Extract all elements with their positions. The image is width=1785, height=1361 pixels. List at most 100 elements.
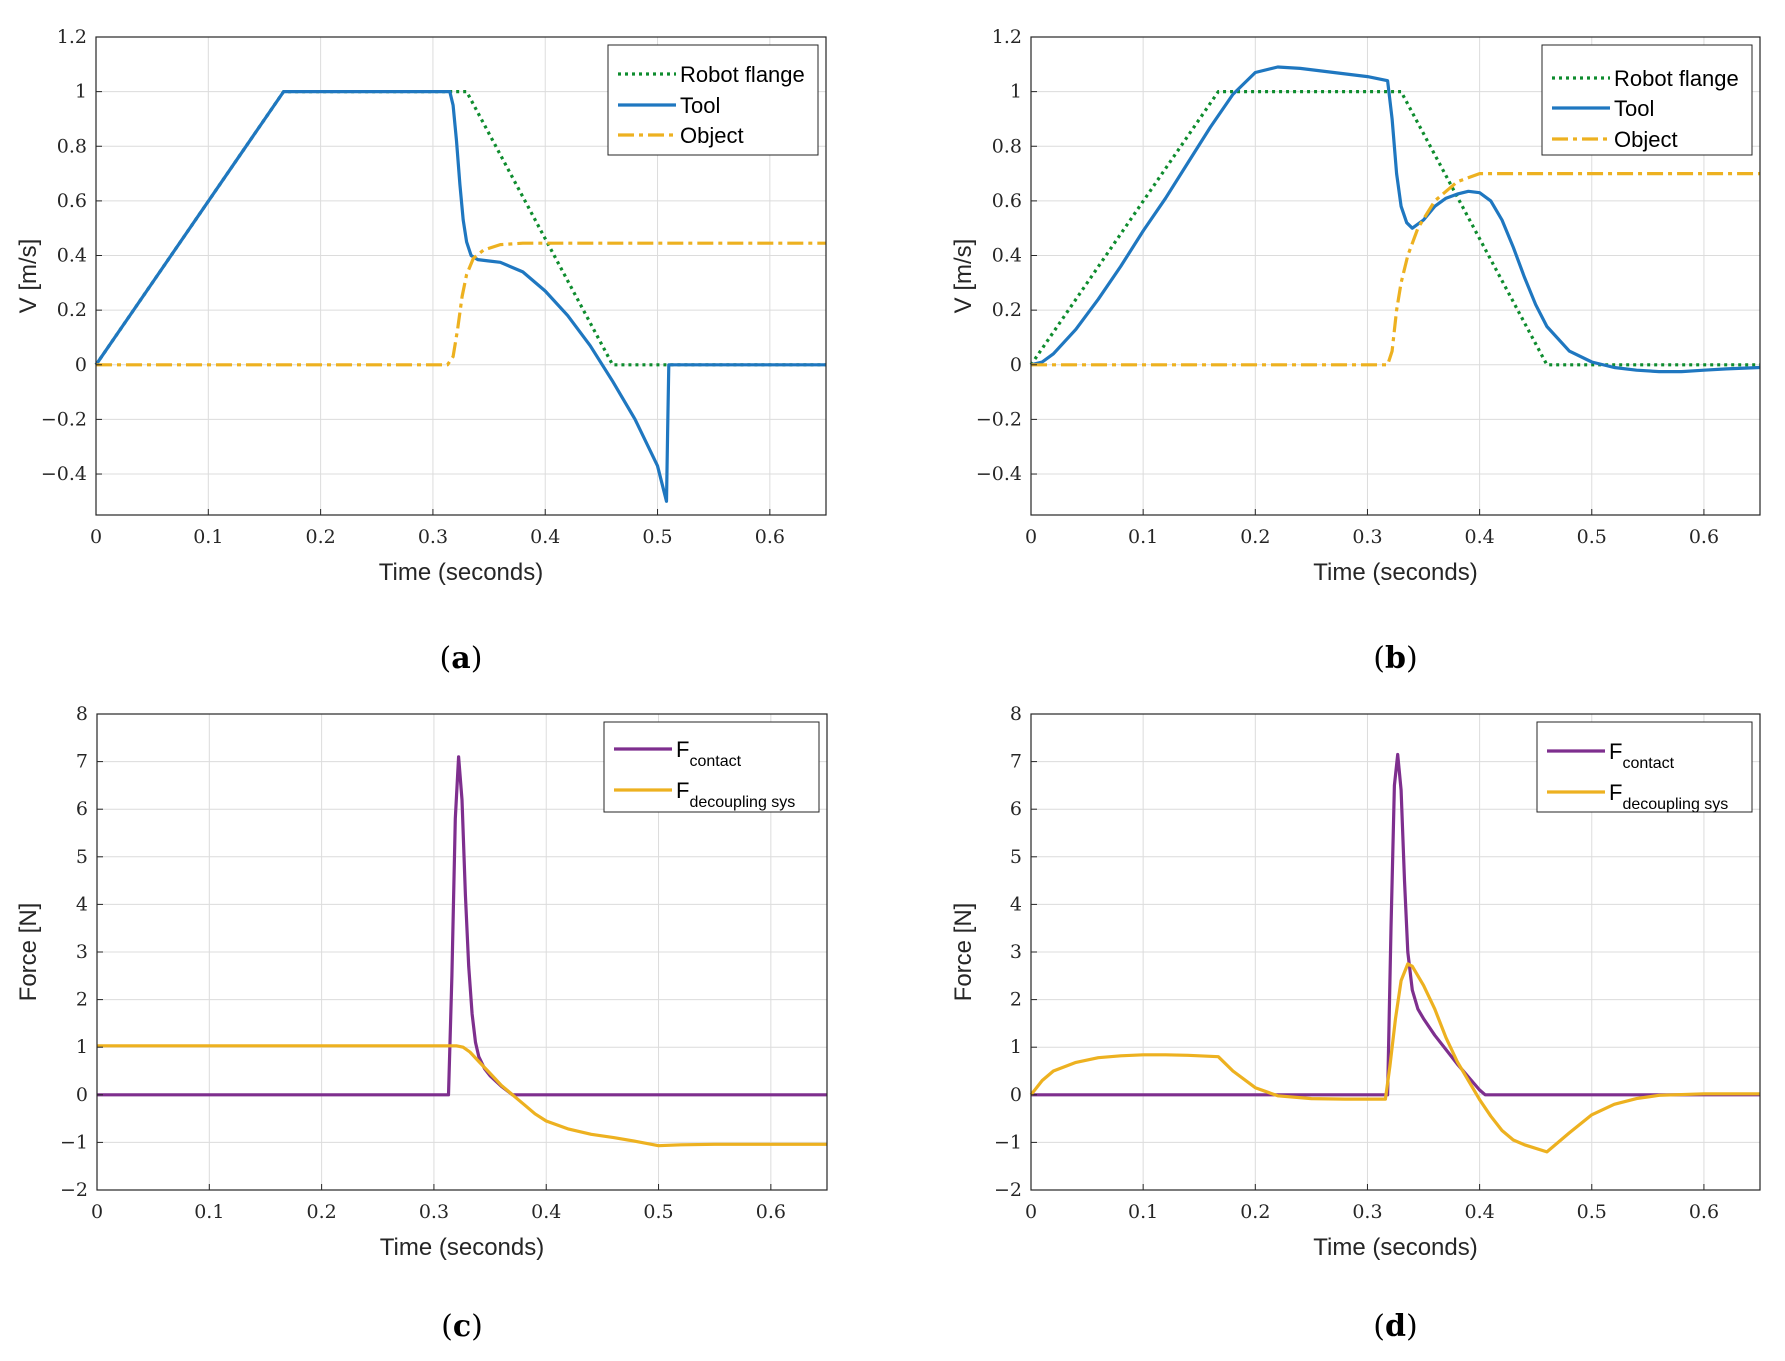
chart-c-ytick-label-9: 7 (76, 751, 88, 773)
chart-d-ytick-label-4: 2 (1010, 989, 1022, 1011)
chart-b-ytick-label-5: 0.6 (992, 190, 1022, 212)
chart-a-xtick-label-0: 0 (90, 526, 102, 548)
chart-c-ylabel: Force [N] (15, 903, 42, 1002)
chart-a-series-1 (94, 89, 826, 503)
chart-c-xtick-label-1: 0.1 (194, 1201, 224, 1223)
chart-d-legend: Fcontact Fdecoupling sys (1536, 721, 1753, 813)
chart-b-xtick-label-3: 0.3 (1352, 526, 1382, 548)
chart-b-ytick-label-2: 0 (1010, 354, 1022, 376)
chart-d-legend-label-1: Fdecoupling sys (1609, 780, 1728, 813)
chart-a-ytick-label-0: −0.4 (41, 463, 87, 485)
chart-d-legend-box (1536, 721, 1753, 813)
chart-b-ytick-label-8: 1.2 (992, 26, 1022, 48)
chart-a-caption: (a) (440, 641, 483, 676)
chart-a-ytick-label-4: 0.4 (57, 245, 87, 267)
chart-d-ytick-label-9: 7 (1010, 751, 1022, 773)
chart-c-ytick-label-0: −2 (60, 1179, 88, 1201)
subplot-c: 0 0.1 0.2 0.3 0.4 0.5 0.6 −2 −1 0 1 2 3 4 5 6 7 8 Time (se… (15, 703, 828, 1344)
chart-b-series-1 (1030, 65, 1761, 374)
chart-c-ytick-label-2: 0 (76, 1084, 88, 1106)
chart-d-xtick-label-3: 0.3 (1352, 1201, 1382, 1223)
chart-a-ytick-label-1: −0.2 (41, 408, 87, 430)
chart-a-legend-label-0: Robot flange (680, 62, 805, 87)
chart-c-legend-label-0: Fcontact (676, 737, 742, 770)
chart-d-ytick-label-3: 1 (1010, 1036, 1022, 1058)
chart-d-ytick-label-7: 5 (1010, 846, 1022, 868)
chart-d-ytick-label-1: −1 (994, 1131, 1022, 1153)
chart-b-xtick-label-0: 0 (1025, 526, 1037, 548)
chart-c-ytick-label-10: 8 (76, 703, 88, 725)
chart-a-xtick-label-2: 0.2 (306, 526, 336, 548)
chart-b-ytick-label-3: 0.2 (992, 299, 1022, 321)
chart-b-ytick-label-0: −0.4 (976, 463, 1022, 485)
chart-d-ylabel: Force [N] (950, 903, 977, 1002)
chart-b-ytick-label-7: 1 (1010, 81, 1022, 103)
chart-b-xtick-label-5: 0.5 (1577, 526, 1607, 548)
chart-a-xlabel: Time (seconds) (379, 559, 543, 586)
chart-d-ytick-label-5: 3 (1010, 941, 1022, 963)
chart-c-ytick-label-3: 1 (76, 1036, 88, 1058)
chart-b-caption: (b) (1373, 641, 1417, 676)
chart-b-xtick-label-6: 0.6 (1689, 526, 1719, 548)
chart-a-legend-box (607, 44, 819, 156)
chart-b-ytick-label-6: 0.8 (992, 135, 1022, 157)
chart-c-ytick-label-8: 6 (76, 798, 88, 820)
chart-a-ytick-label-3: 0.2 (57, 299, 87, 321)
chart-d-xtick-label-0: 0 (1025, 1201, 1037, 1223)
chart-a-legend-label-1: Tool (680, 93, 720, 118)
chart-b-xtick-label-1: 0.1 (1128, 526, 1158, 548)
chart-a-ylabel: V [m/s] (15, 239, 42, 314)
chart-c-xlabel: Time (seconds) (380, 1234, 544, 1261)
chart-c-xtick-label-4: 0.4 (531, 1201, 561, 1223)
chart-d-ytick-label-8: 6 (1010, 798, 1022, 820)
chart-c-ytick-label-7: 5 (76, 846, 88, 868)
chart-a-ytick-label-2: 0 (75, 354, 87, 376)
chart-a-legend-label-2: Object (680, 123, 744, 148)
chart-b-xtick-label-2: 0.2 (1240, 526, 1270, 548)
chart-b-ytick-label-1: −0.2 (976, 408, 1022, 430)
chart-c-ytick-label-4: 2 (76, 989, 88, 1011)
chart-c-xtick-label-5: 0.5 (643, 1201, 673, 1223)
chart-c-legend-box (603, 721, 820, 813)
chart-b-legend-box (1541, 44, 1753, 156)
chart-b-xlabel: Time (seconds) (1313, 559, 1477, 586)
chart-d-xtick-label-4: 0.4 (1465, 1201, 1495, 1223)
subplot-b: 0 0.1 0.2 0.3 0.4 0.5 0.6 −0.4 −0.2 0 0.2 0.4 0.6 0.8… (950, 26, 1761, 676)
chart-c-xtick-label-2: 0.2 (307, 1201, 337, 1223)
chart-d-ytick-label-0: −2 (994, 1179, 1022, 1201)
chart-c-caption: (c) (441, 1309, 483, 1344)
chart-a-ytick-label-5: 0.6 (57, 190, 87, 212)
chart-a-axes-box (95, 36, 827, 516)
chart-d-series-1 (1029, 962, 1760, 1154)
chart-d-ytick-label-10: 8 (1010, 703, 1022, 725)
chart-a-ytick-label-6: 0.8 (57, 135, 87, 157)
chart-d-xtick-label-5: 0.5 (1577, 1201, 1607, 1223)
chart-b-legend: Robot flange Tool Object (1541, 44, 1753, 156)
chart-c-ytick-label-6: 4 (76, 893, 88, 915)
chart-d-ytick-label-2: 0 (1010, 1084, 1022, 1106)
chart-a-xtick-label-4: 0.4 (530, 526, 560, 548)
chart-d-xlabel: Time (seconds) (1313, 1234, 1477, 1261)
chart-c-xtick-label-6: 0.6 (756, 1201, 786, 1223)
chart-d-ytick-label-6: 4 (1010, 893, 1022, 915)
chart-a-xtick-label-1: 0.1 (193, 526, 223, 548)
subplot-a: 0 0.1 0.2 0.3 0.4 0.5 0.6 −0.4 −0.2 0 0.2 0.4 0.6 0.8… (15, 26, 827, 676)
chart-c-xtick-label-0: 0 (91, 1201, 103, 1223)
chart-b-ylabel: V [m/s] (950, 239, 977, 314)
chart-b-ytick-label-4: 0.4 (992, 245, 1022, 267)
chart-b-legend-label-2: Object (1614, 127, 1678, 152)
chart-c-ytick-label-5: 3 (76, 941, 88, 963)
chart-a-xtick-label-3: 0.3 (418, 526, 448, 548)
chart-b-legend-label-0: Robot flange (1614, 66, 1739, 91)
chart-a-series-2 (96, 241, 826, 367)
chart-a-ytick-label-8: 1.2 (57, 26, 87, 48)
chart-b-axes-box (1030, 36, 1761, 516)
chart-d-xtick-label-2: 0.2 (1240, 1201, 1270, 1223)
chart-a-ytick-label-7: 1 (75, 81, 87, 103)
chart-b-series-2 (1031, 172, 1760, 367)
chart-c-series-1 (97, 1044, 827, 1148)
subplot-d: 0 0.1 0.2 0.3 0.4 0.5 0.6 −2 −1 0 1 2 3 4 5 6 7 8 Time (se… (950, 703, 1761, 1344)
chart-d-caption: (d) (1373, 1309, 1417, 1344)
chart-d-series-0 (1031, 752, 1760, 1097)
